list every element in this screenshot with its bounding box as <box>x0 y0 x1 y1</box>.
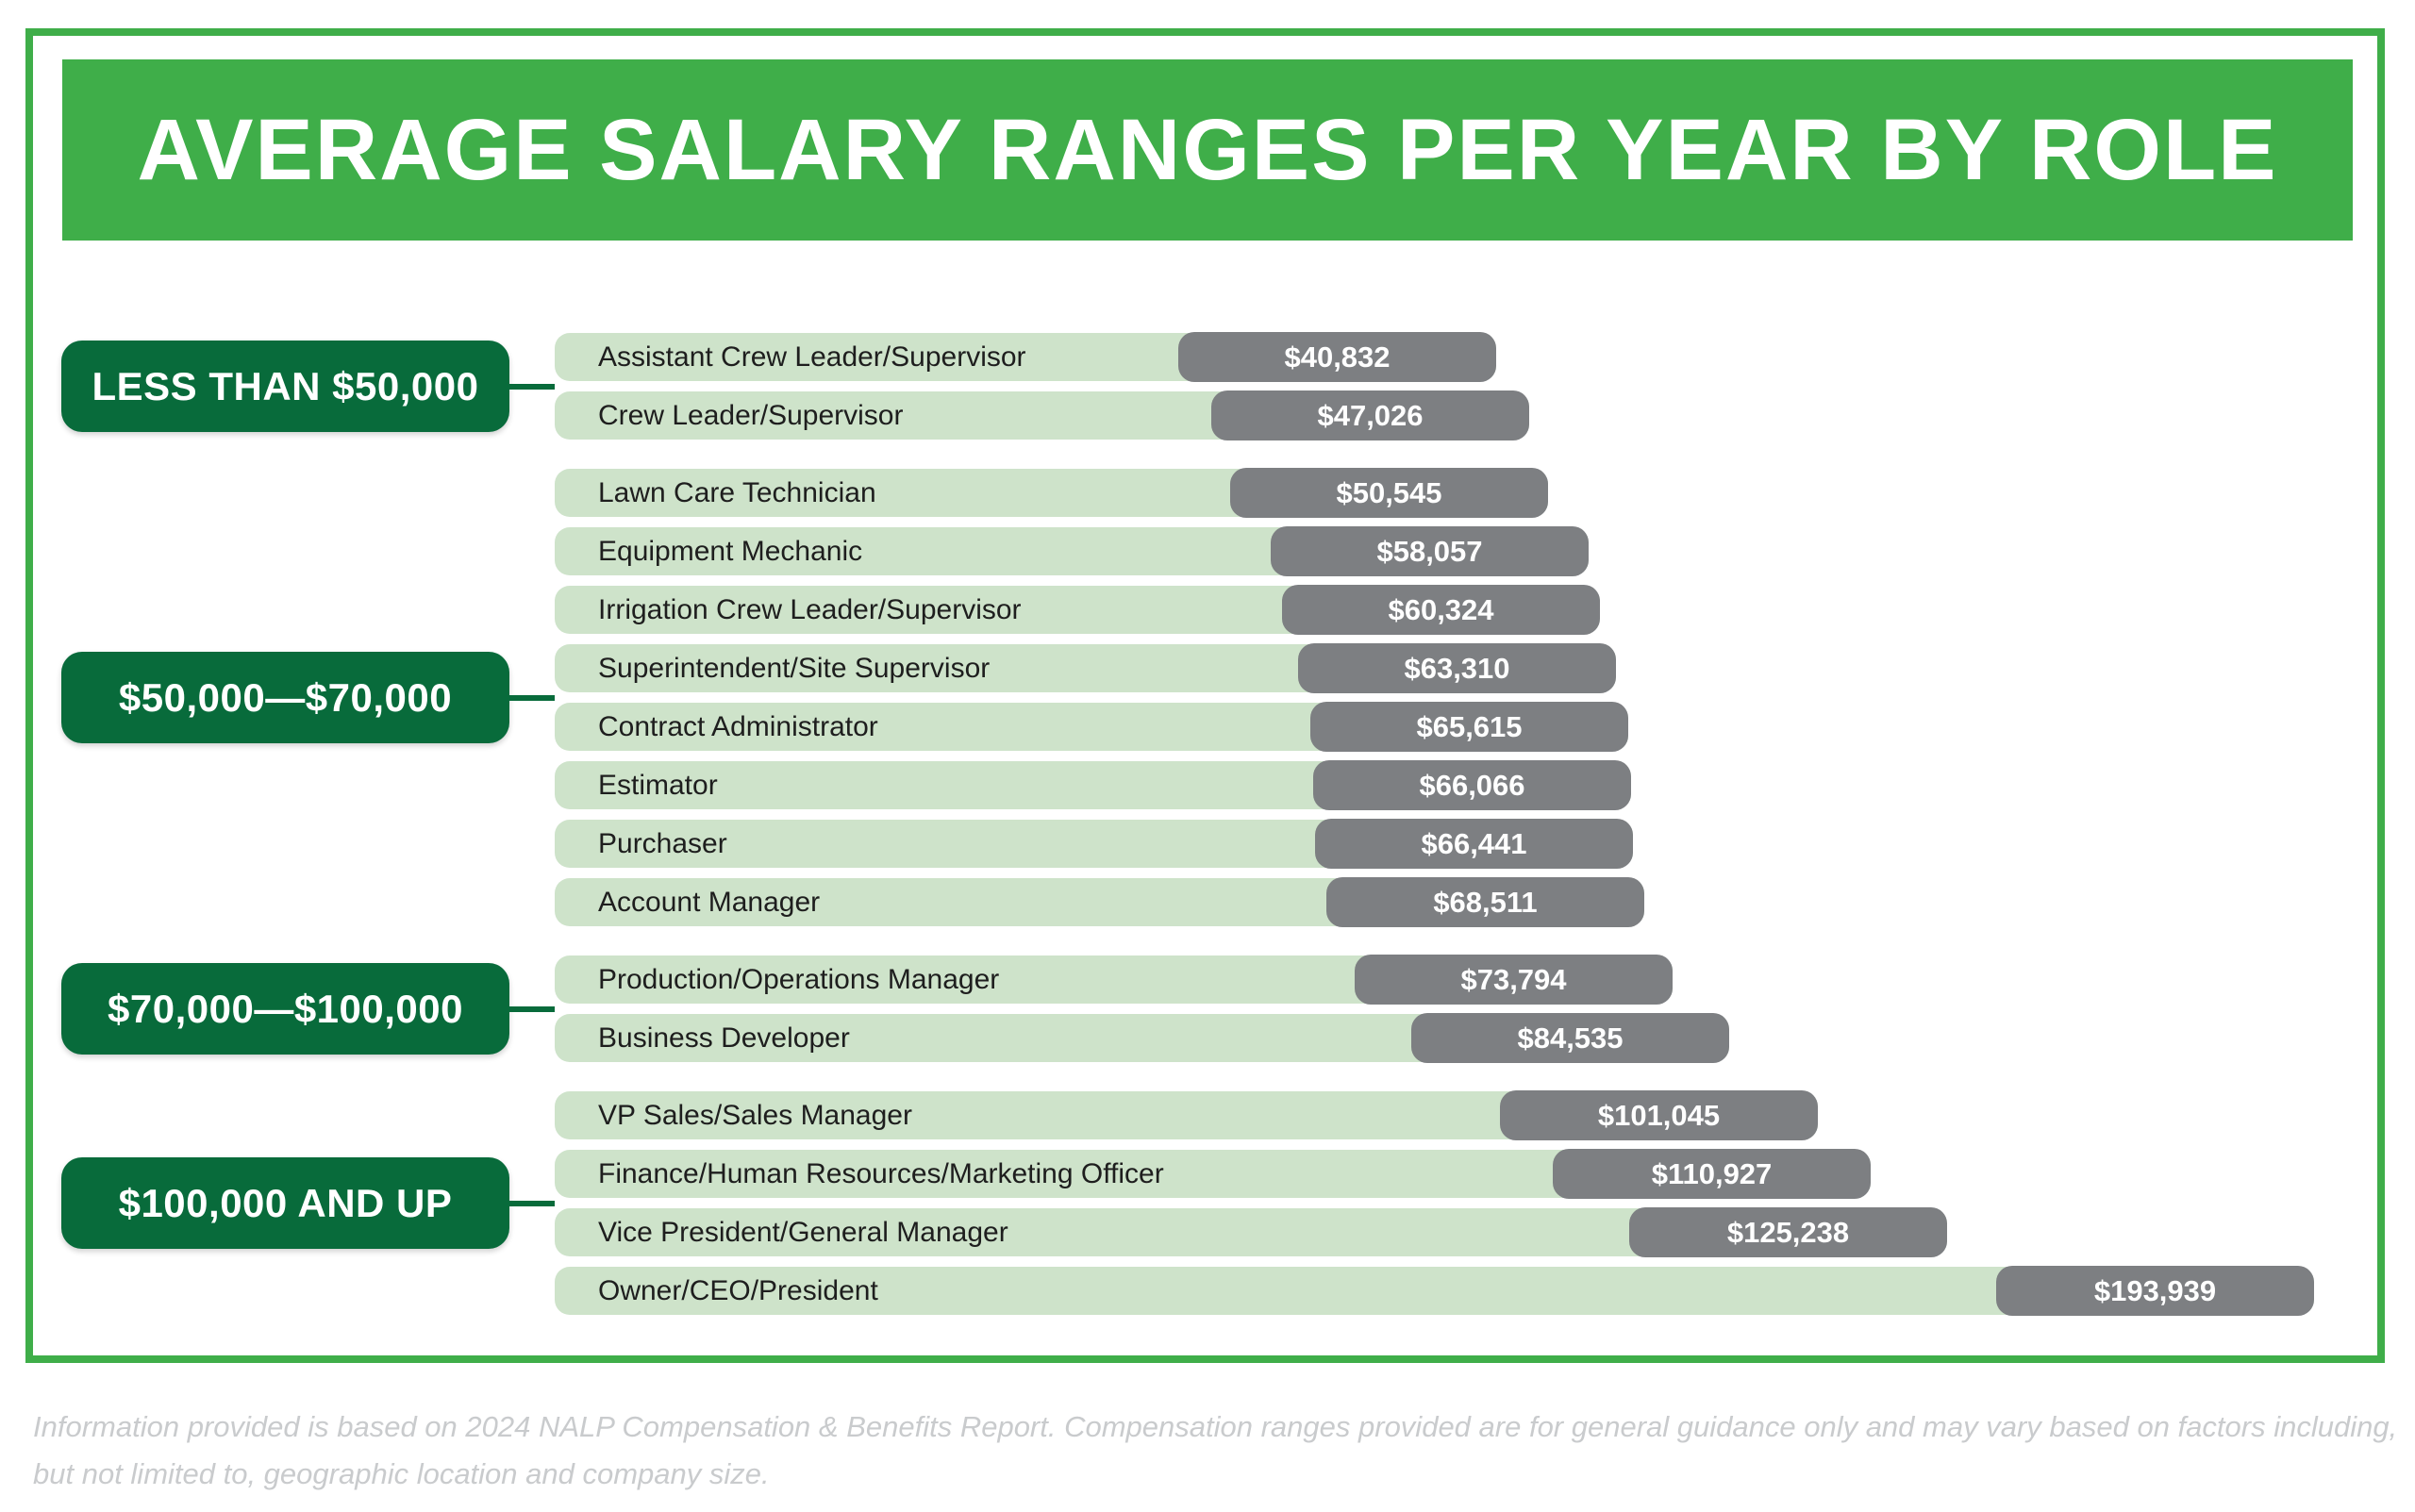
role-bar: Vice President/General Manager $125,238 <box>555 1207 1947 1257</box>
role-label: Vice President/General Manager <box>598 1216 1008 1248</box>
salary-value: $40,832 <box>1284 340 1391 374</box>
role-bar: VP Sales/Sales Manager $101,045 <box>555 1090 1818 1140</box>
salary-range-label: LESS THAN $50,000 <box>61 341 509 432</box>
role-label: Finance/Human Resources/Marketing Office… <box>598 1157 1164 1189</box>
salary-value: $65,615 <box>1416 709 1523 743</box>
role-bar: Equipment Mechanic $58,057 <box>555 526 1589 576</box>
role-bar: Owner/CEO/President $193,939 <box>555 1266 2314 1316</box>
role-bar: Finance/Human Resources/Marketing Office… <box>555 1149 1871 1199</box>
role-bar: Business Developer $84,535 <box>555 1013 1729 1063</box>
salary-value: $60,324 <box>1388 592 1494 626</box>
salary-value: $84,535 <box>1517 1021 1624 1055</box>
role-label: Account Manager <box>598 886 821 918</box>
salary-value: $66,441 <box>1421 826 1527 860</box>
role-label: Contract Administrator <box>598 710 878 742</box>
salary-value-pill: $40,832 <box>1178 332 1496 382</box>
salary-value: $66,066 <box>1419 768 1525 802</box>
range-connector-line <box>509 1006 555 1012</box>
role-label: Equipment Mechanic <box>598 535 863 567</box>
role-label: Irrigation Crew Leader/Supervisor <box>598 593 1022 625</box>
role-bar: Assistant Crew Leader/Supervisor $40,832 <box>555 332 1496 382</box>
footnote-text: Information provided is based on 2024 NA… <box>33 1410 2398 1490</box>
role-label: Owner/CEO/President <box>598 1274 878 1306</box>
salary-value: $73,794 <box>1460 962 1567 996</box>
role-bar: Production/Operations Manager $73,794 <box>555 955 1673 1005</box>
salary-value-pill: $60,324 <box>1282 585 1600 635</box>
salary-value: $68,511 <box>1433 885 1538 919</box>
salary-value: $63,310 <box>1404 651 1510 685</box>
salary-value-pill: $84,535 <box>1411 1013 1729 1063</box>
page-title: AVERAGE SALARY RANGES PER YEAR BY ROLE <box>137 101 2278 198</box>
role-label: Production/Operations Manager <box>598 963 1000 995</box>
salary-value-pill: $50,545 <box>1230 468 1548 518</box>
salary-value-pill: $58,057 <box>1271 526 1589 576</box>
role-bar: Estimator $66,066 <box>555 760 1631 810</box>
role-label: Purchaser <box>598 827 727 859</box>
role-label: Assistant Crew Leader/Supervisor <box>598 341 1026 373</box>
salary-value: $193,939 <box>2093 1273 2217 1307</box>
salary-range-label: $70,000—$100,000 <box>61 963 509 1055</box>
role-label: Lawn Care Technician <box>598 476 876 508</box>
salary-range-text: $70,000—$100,000 <box>108 986 463 1031</box>
salary-value-pill: $47,026 <box>1211 390 1529 440</box>
salary-value-pill: $65,615 <box>1310 702 1628 752</box>
role-bar: Purchaser $66,441 <box>555 819 1633 869</box>
role-bar: Lawn Care Technician $50,545 <box>555 468 1548 518</box>
border-frame <box>25 28 2385 1363</box>
salary-value-pill: $73,794 <box>1355 955 1673 1005</box>
role-bar: Irrigation Crew Leader/Supervisor $60,324 <box>555 585 1600 635</box>
salary-value: $110,927 <box>1651 1156 1773 1190</box>
role-bar: Crew Leader/Supervisor $47,026 <box>555 390 1529 440</box>
salary-value-pill: $68,511 <box>1326 877 1644 927</box>
salary-range-label: $50,000—$70,000 <box>61 652 509 743</box>
role-bar: Account Manager $68,511 <box>555 877 1644 927</box>
salary-value: $125,238 <box>1726 1215 1850 1249</box>
salary-range-text: LESS THAN $50,000 <box>92 363 479 408</box>
salary-value-pill: $66,066 <box>1313 760 1631 810</box>
salary-value-pill: $63,310 <box>1298 643 1616 693</box>
role-label: Crew Leader/Supervisor <box>598 399 904 431</box>
range-connector-line <box>509 695 555 701</box>
salary-value: $47,026 <box>1317 398 1424 432</box>
salary-range-text: $50,000—$70,000 <box>118 674 453 720</box>
role-bar: Contract Administrator $65,615 <box>555 702 1628 752</box>
title-banner: AVERAGE SALARY RANGES PER YEAR BY ROLE <box>62 59 2353 241</box>
salary-value: $101,045 <box>1597 1098 1721 1132</box>
role-label: Business Developer <box>598 1022 850 1054</box>
salary-value-pill: $193,939 <box>1996 1266 2314 1316</box>
role-label: VP Sales/Sales Manager <box>598 1099 912 1131</box>
salary-value-pill: $110,927 <box>1553 1149 1871 1199</box>
role-bar: Superintendent/Site Supervisor $63,310 <box>555 643 1616 693</box>
salary-range-label: $100,000 AND UP <box>61 1157 509 1249</box>
salary-value-pill: $101,045 <box>1500 1090 1818 1140</box>
salary-value-pill: $66,441 <box>1315 819 1633 869</box>
role-label: Estimator <box>598 769 718 801</box>
role-label: Superintendent/Site Supervisor <box>598 652 991 684</box>
range-connector-line <box>509 1201 555 1206</box>
salary-value-pill: $125,238 <box>1629 1207 1947 1257</box>
range-connector-line <box>509 384 555 390</box>
salary-range-text: $100,000 AND UP <box>118 1180 453 1225</box>
salary-value: $58,057 <box>1376 534 1483 568</box>
salary-value: $50,545 <box>1336 475 1442 509</box>
